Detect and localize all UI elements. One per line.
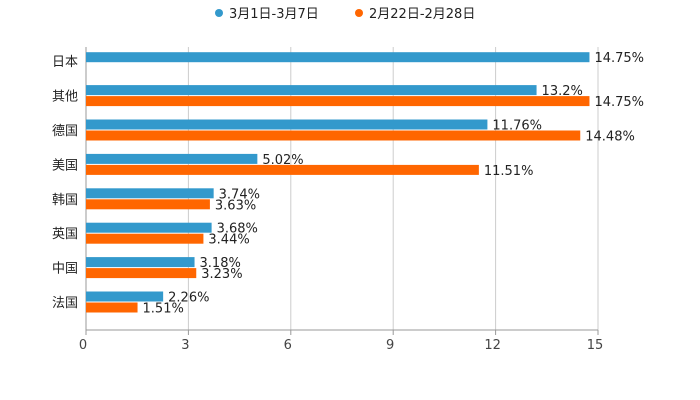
bar-series-2: [86, 268, 197, 279]
bar-series-2: [86, 130, 581, 141]
data-label-series-2: 11.51%: [484, 164, 534, 179]
bar-series-2: [86, 199, 210, 210]
legend-marker-series-1: [215, 9, 223, 17]
x-tick-label: 12: [484, 338, 501, 353]
data-label-series-2: 3.23%: [201, 267, 242, 282]
category-label: 英国: [52, 227, 78, 242]
data-label-series-1: 11.76%: [492, 119, 542, 134]
data-label-series-1: 13.2%: [542, 84, 583, 99]
x-tick-label: 6: [284, 338, 292, 353]
bar-series-1: [86, 52, 590, 63]
bar-series-1: [86, 222, 212, 233]
category-label: 中国: [52, 262, 78, 277]
bar-series-2: [86, 233, 204, 244]
bar-series-2: [86, 164, 479, 175]
bar-series-1: [86, 153, 258, 164]
data-label-series-1: 5.02%: [262, 153, 303, 168]
data-label-series-1: 14.75%: [594, 51, 644, 66]
legend-label-series-2: 2月22日-2月28日: [369, 7, 475, 22]
x-tick-label: 3: [181, 338, 189, 353]
bar-series-1: [86, 188, 214, 199]
data-label-series-2: 14.75%: [594, 95, 644, 110]
data-label-series-2: 3.44%: [208, 233, 249, 248]
bar-series-1: [86, 257, 195, 268]
data-label-series-2: 14.48%: [585, 130, 635, 145]
bar-series-1: [86, 85, 537, 96]
legend-marker-series-2: [355, 9, 363, 17]
bar-series-1: [86, 119, 488, 130]
category-label: 韩国: [52, 193, 78, 208]
data-label-series-2: 1.51%: [143, 302, 184, 317]
category-label: 法国: [52, 296, 78, 311]
bar-series-2: [86, 302, 138, 313]
data-label-series-1: 3.74%: [219, 187, 260, 202]
data-label-series-1: 3.18%: [200, 256, 241, 271]
data-label-series-2: 3.63%: [215, 198, 256, 213]
category-label: 其他: [52, 90, 78, 105]
data-label-series-1: 2.26%: [168, 291, 209, 306]
x-tick-label: 9: [386, 338, 394, 353]
bar-series-2: [86, 96, 590, 107]
bar-series-1: [86, 291, 164, 302]
legend-label-series-1: 3月1日-3月7日: [229, 7, 319, 22]
category-label: 美国: [52, 158, 78, 173]
x-tick-label: 15: [587, 338, 604, 353]
x-tick-label: 0: [79, 338, 87, 353]
data-label-series-1: 3.68%: [217, 222, 258, 237]
category-label: 德国: [52, 124, 78, 139]
category-label: 日本: [52, 55, 78, 70]
